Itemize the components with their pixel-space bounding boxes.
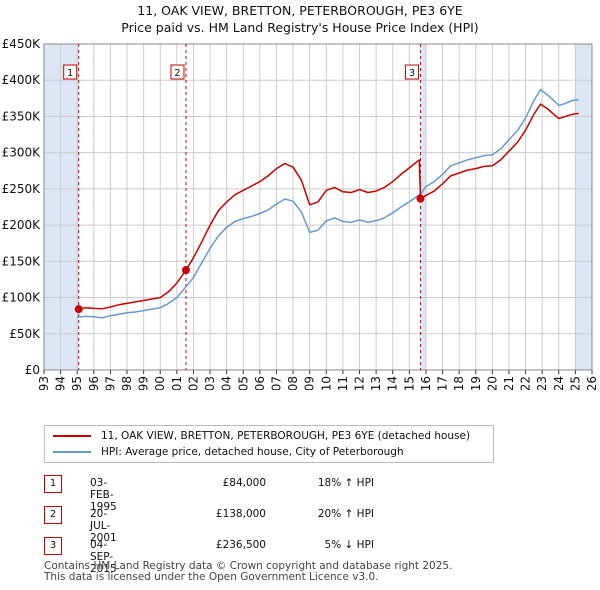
price-paid-line [78, 103, 579, 310]
x-tick-label: 2008 [286, 376, 300, 390]
x-tick-label: 1994 [54, 376, 68, 390]
x-tick-label: 1996 [87, 376, 101, 390]
chart-title: 11, OAK VIEW, BRETTON, PETERBOROUGH, PE3… [137, 3, 463, 18]
x-tick-label: 2018 [452, 376, 466, 390]
legend-swatch-property [53, 435, 91, 437]
transaction-hpi-diff: 18% ↑ HPI [317, 477, 374, 489]
y-tick-label: £150K [2, 254, 42, 268]
x-tick-label: 2012 [353, 376, 367, 390]
footer-copyright: Contains HM Land Registry data © Crown c… [44, 560, 453, 572]
y-tick-label: £0 [25, 363, 40, 377]
sale-label: 1 [67, 68, 73, 79]
y-tick-label: £350K [2, 109, 42, 123]
x-tick-label: 1995 [70, 376, 84, 390]
transaction-number: 2 [44, 506, 62, 524]
y-tick-label: £400K [2, 73, 42, 87]
footer-licence: This data is licensed under the Open Gov… [44, 571, 379, 583]
x-tick-label: 2026 [585, 376, 599, 390]
y-tick-label: £250K [2, 182, 42, 196]
x-tick-label: 2016 [419, 376, 433, 390]
x-tick-label: 2000 [153, 376, 167, 390]
x-tick-label: 2011 [336, 376, 350, 390]
x-tick-label: 2013 [369, 376, 383, 390]
transaction-date: 20-JUL-2001 [90, 508, 117, 544]
sale-label: 2 [174, 68, 180, 79]
legend-item-hpi: HPI: Average price, detached house, City… [53, 444, 404, 460]
y-tick-label: £450K [2, 37, 42, 51]
sale-label-box [404, 64, 419, 80]
y-tick-label: £300K [2, 146, 42, 160]
transaction-date: 04-SEP-2015 [90, 539, 117, 575]
x-tick-label: 2019 [469, 376, 483, 390]
x-tick-label: 2007 [269, 376, 283, 390]
x-tick-label: 2023 [535, 376, 549, 390]
x-tick-label: 2017 [436, 376, 450, 390]
x-tick-label: 2003 [203, 376, 217, 390]
x-tick-label: 2001 [170, 376, 184, 390]
price-chart: £0 £50K £100K £150K £200K £250K £300K £350K £400… [2, 37, 599, 390]
legend-label-property: 11, OAK VIEW, BRETTON, PETERBOROUGH, PE3… [101, 430, 471, 442]
transaction-number: 3 [44, 537, 62, 555]
x-tick-label: 2015 [402, 376, 416, 390]
x-tick-label: 2005 [236, 376, 250, 390]
x-tick-label: 1997 [103, 376, 117, 390]
transaction-date: 03-FEB-1995 [90, 477, 117, 513]
legend: 11, OAK VIEW, BRETTON, PETERBOROUGH, PE3… [44, 425, 494, 463]
x-tick-label: 1998 [120, 376, 134, 390]
x-tick-label: 2010 [319, 376, 333, 390]
sale-point [416, 194, 425, 203]
sale-point [74, 305, 83, 314]
transaction-price: £138,000 [215, 508, 266, 520]
shaded-region [44, 44, 79, 370]
sale-point [181, 266, 190, 275]
transaction-price: £236,500 [215, 539, 266, 551]
x-tick-label: 1993 [37, 376, 51, 390]
x-tick-label: 2006 [253, 376, 267, 390]
x-tick-label: 2004 [220, 376, 234, 390]
x-tick-label: 2009 [303, 376, 317, 390]
transaction-hpi-diff: 5% ↓ HPI [324, 539, 374, 551]
shaded-region [575, 44, 592, 370]
x-tick-label: 2020 [485, 376, 499, 390]
transaction-number: 1 [44, 475, 62, 493]
hpi-line [77, 88, 579, 319]
transaction-price: £84,000 [222, 477, 266, 489]
chart-subtitle: Price paid vs. HM Land Registry's House … [121, 20, 479, 35]
x-tick-label: 2024 [552, 376, 566, 390]
shaded-region [420, 44, 426, 370]
y-tick-label: £50K [9, 327, 41, 341]
legend-item-property: 11, OAK VIEW, BRETTON, PETERBOROUGH, PE3… [53, 428, 470, 444]
plot-border [43, 43, 593, 371]
y-tick-label: £100K [2, 291, 42, 305]
legend-swatch-hpi [53, 451, 91, 453]
sale-label-box [170, 64, 185, 80]
transaction-hpi-diff: 20% ↑ HPI [317, 508, 374, 520]
sale-label: 3 [409, 68, 415, 79]
y-tick-label: £200K [2, 218, 42, 232]
sale-label-box [63, 64, 78, 80]
x-tick-label: 1999 [137, 376, 151, 390]
plot-area [44, 44, 592, 370]
legend-label-hpi: HPI: Average price, detached house, City… [101, 446, 404, 458]
x-tick-label: 2002 [186, 376, 200, 390]
x-tick-label: 2022 [519, 376, 533, 390]
footer: Contains HM Land Registry data © Crown c… [44, 561, 452, 583]
x-tick-label: 2014 [386, 376, 400, 390]
x-tick-label: 2025 [568, 376, 582, 390]
x-tick-label: 2021 [502, 376, 516, 390]
